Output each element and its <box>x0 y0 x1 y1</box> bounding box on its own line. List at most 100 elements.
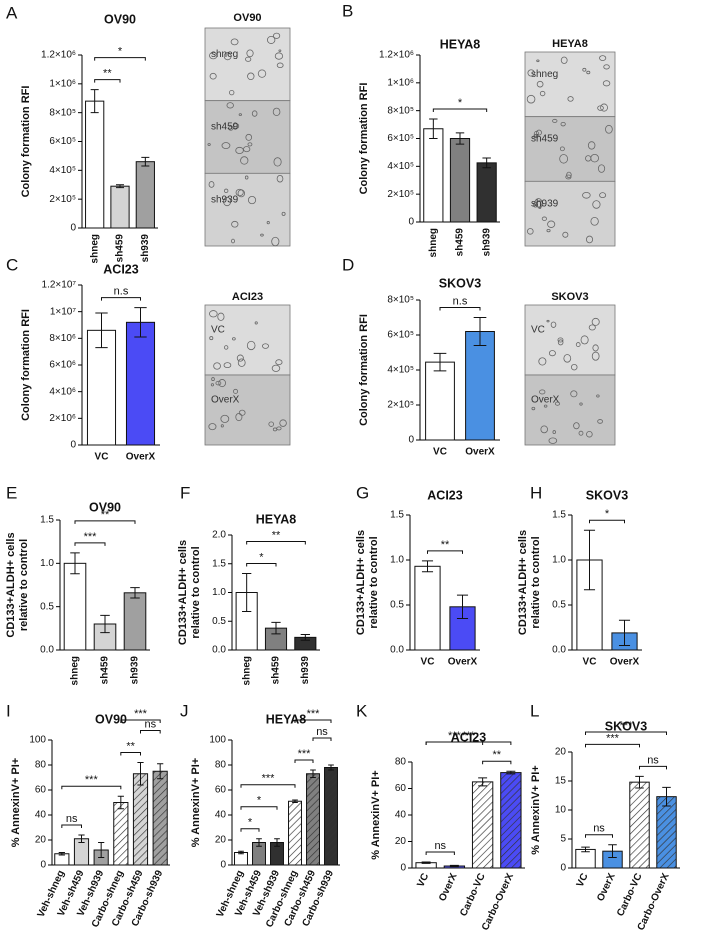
significance-label: * <box>118 46 123 58</box>
panel-letter: K <box>356 701 368 720</box>
cell-colony <box>267 35 276 44</box>
significance-bracket <box>639 765 667 770</box>
y-tick-label: 80 <box>35 760 47 771</box>
x-tick-label: OverX <box>610 657 640 668</box>
bar <box>465 331 495 441</box>
bar <box>476 162 497 223</box>
cell-colony <box>539 389 546 395</box>
y-tick-label: 15 <box>555 776 567 787</box>
cell-colony <box>536 129 542 136</box>
chart-title: SKOV3 <box>586 488 628 502</box>
micrograph <box>204 27 291 102</box>
bar <box>656 796 677 869</box>
cell-colony <box>605 124 613 134</box>
significance-bracket <box>240 784 296 788</box>
cell-colony <box>213 362 221 370</box>
cell-colony <box>533 201 538 208</box>
error-bar <box>292 799 298 803</box>
cell-colony <box>271 364 281 372</box>
significance-bracket <box>120 752 141 756</box>
image-row-label: sh459 <box>211 122 239 133</box>
cell-colony <box>591 317 600 326</box>
y-tick-label: 0 <box>408 217 414 228</box>
significance-bracket <box>246 541 306 545</box>
cell-colony <box>585 235 594 244</box>
cell-colony <box>238 409 246 416</box>
significance-bracket <box>294 719 332 723</box>
y-axis-label: Colony formation RFI <box>358 314 370 426</box>
y-tick-label: 40 <box>215 810 227 821</box>
cell-colony <box>586 431 593 438</box>
cell-colony <box>278 49 282 52</box>
cell-colony <box>274 52 284 60</box>
cell-colony <box>223 52 232 61</box>
cell-colony <box>599 55 607 61</box>
y-tick-label: 4×10⁵ <box>49 165 76 176</box>
y-tick-label: 20 <box>395 836 407 847</box>
significance-label: *** <box>85 774 99 786</box>
cell-colony <box>548 350 556 357</box>
cell-colony <box>237 189 246 198</box>
y-axis-label: CD133+ALDH+ cells <box>5 532 17 637</box>
x-tick-label: shneg <box>89 234 100 263</box>
error-bar <box>456 594 469 619</box>
y-tick-label: 1.2×10⁷ <box>42 280 77 291</box>
chart-panel: H SKOV3 CD133+ALDH+ cells relative to contr… <box>517 483 642 668</box>
error-bar <box>429 118 438 139</box>
x-tick-label: shneg <box>428 228 439 257</box>
image-row-label: shneg <box>531 69 558 80</box>
chart-panel: B HEYA8 Colony formation RFI 0 2×10⁵ 4×10⁵ 6×1… <box>342 1 616 257</box>
y-axis-label: CD133+ALDH+ cells <box>177 540 189 645</box>
y-tick-label: 1×10⁶ <box>387 77 414 88</box>
error-bar <box>618 619 631 646</box>
significance-label: ** <box>272 529 281 541</box>
bar <box>500 772 522 869</box>
chart-panel: C ACI23 Colony formation RFI 0 2×10⁶ 4×10⁶ 6×1… <box>6 255 291 463</box>
cell-colony <box>541 216 547 221</box>
cell-colony <box>563 354 572 363</box>
chart-panel: A OV90 Colony formation RFI 0 2×10⁵ 4×10⁵ 6×10… <box>6 3 291 263</box>
cell-colony <box>240 156 249 165</box>
error-bar <box>608 844 617 859</box>
x-tick-label: Carbo-VC <box>615 872 644 918</box>
y-tick-label: 1.5 <box>40 515 54 526</box>
significance-label: ns <box>647 754 659 766</box>
cell-colony <box>247 72 255 80</box>
cell-colony <box>273 32 281 39</box>
y-tick-label: 1.0 <box>552 555 566 566</box>
cell-colony <box>536 80 544 88</box>
image-row-label: VC <box>531 325 545 336</box>
significance-bracket <box>589 519 625 524</box>
chart-title: HEYA8 <box>256 512 297 526</box>
cell-colony <box>221 142 231 150</box>
chart-title: OV90 <box>104 12 136 26</box>
cell-colony <box>560 121 566 127</box>
cell-colony <box>557 337 564 343</box>
cell-colony <box>231 220 239 228</box>
chart-title: HEYA8 <box>440 37 481 51</box>
error-bar <box>100 614 110 634</box>
error-bar <box>90 89 99 114</box>
cell-colony <box>592 200 601 209</box>
y-tick-label: 8×10⁵ <box>49 107 76 118</box>
micrograph <box>524 116 616 182</box>
significance-label: * <box>248 817 253 829</box>
bar <box>85 100 105 229</box>
chart-panel: I OV90% AnnexinV+ PI+020406080100Veh-shne… <box>6 701 170 929</box>
error-bar <box>482 157 491 169</box>
chart-panel: J HEYA8% AnnexinV+ PI+020406080100Veh-shn… <box>180 701 340 929</box>
significance-bracket <box>61 824 82 828</box>
cell-colony <box>279 419 287 427</box>
bar <box>423 128 444 223</box>
significance-label: *** <box>262 773 276 785</box>
chart-title: ACI23 <box>427 488 462 502</box>
cell-colony <box>232 337 236 341</box>
y-tick-label: 0 <box>40 860 46 871</box>
y-tick-label: 1×10⁷ <box>50 306 77 317</box>
cell-colony <box>209 336 214 341</box>
cell-colony <box>566 171 572 179</box>
cell-colony <box>215 380 222 386</box>
bar <box>306 773 320 866</box>
panel-letter: A <box>6 3 18 22</box>
panel-letter: C <box>6 255 18 274</box>
